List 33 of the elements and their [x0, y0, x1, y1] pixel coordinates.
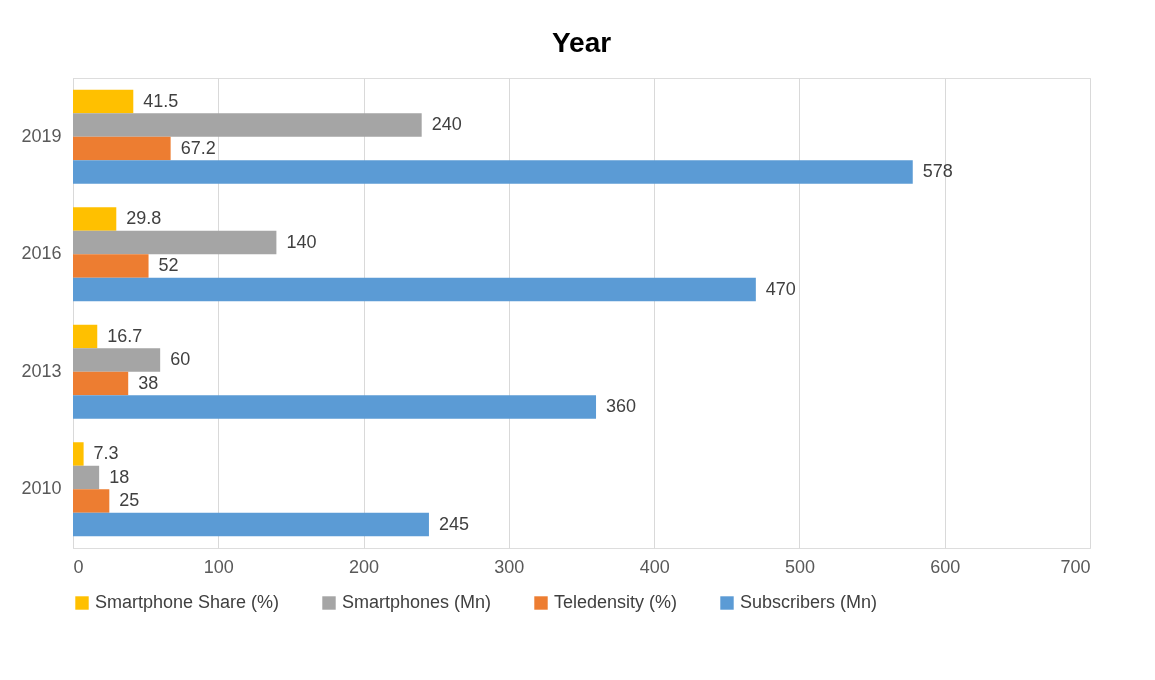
data-label: 38 [138, 372, 159, 393]
x-tick-label: 600 [930, 556, 961, 577]
data-label: 240 [431, 114, 462, 134]
data-label: 18 [109, 466, 130, 487]
legend-label: Teledensity (%) [554, 592, 678, 612]
y-tick-label: 2016 [21, 243, 62, 264]
legend-label: Smartphone Share (%) [95, 592, 280, 612]
data-label: 578 [922, 161, 953, 181]
data-label: 25 [119, 490, 140, 510]
data-label: 29.8 [126, 208, 162, 228]
y-tick-label: 2013 [21, 360, 62, 381]
x-tick-label: 200 [349, 556, 380, 577]
data-label: 60 [170, 349, 191, 369]
x-tick-label: 0 [73, 556, 84, 577]
data-label: 7.3 [93, 443, 119, 463]
y-tick-label: 2010 [21, 478, 62, 499]
x-tick-label: 500 [784, 556, 815, 577]
data-label: 67.2 [180, 137, 216, 158]
x-tick-label: 700 [1060, 556, 1091, 577]
legend-label: Subscribers (Mn) [740, 592, 878, 612]
data-label: 245 [438, 513, 469, 534]
data-label: 140 [286, 231, 317, 252]
data-label: 52 [158, 255, 179, 275]
data-label: 41.5 [143, 90, 179, 111]
x-tick-label: 100 [203, 556, 234, 577]
data-label: 16.7 [107, 325, 143, 346]
legend-label: Smartphones (Mn) [342, 592, 492, 612]
data-label: 470 [765, 278, 796, 299]
x-tick-label: 300 [494, 556, 525, 577]
data-label: 360 [606, 396, 637, 416]
chart-title: Year [551, 27, 612, 58]
y-tick-label: 2019 [21, 125, 62, 146]
x-tick-label: 400 [639, 556, 670, 577]
